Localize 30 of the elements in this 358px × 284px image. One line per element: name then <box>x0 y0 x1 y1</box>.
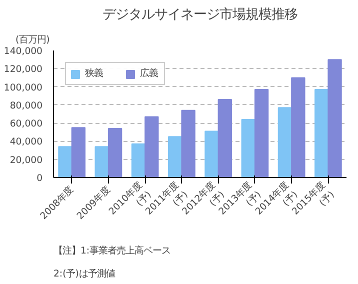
bar <box>144 116 159 178</box>
chart-title: デジタルサイネージ市場規模推移 <box>102 8 298 22</box>
y-tick-label: 100,000 <box>4 82 43 94</box>
bar <box>314 89 329 178</box>
text: 【注】1:事業者売上高ベース <box>54 246 171 256</box>
bar <box>71 127 86 178</box>
bar <box>58 146 72 178</box>
bar <box>108 128 122 178</box>
y-tick-label: 0 <box>36 173 43 184</box>
legend-label: 狭義 <box>85 67 104 80</box>
bar <box>204 130 219 178</box>
bar <box>94 146 109 178</box>
y-tick-label: 40,000 <box>10 136 43 148</box>
y-tick-label: 20,000 <box>10 154 43 166</box>
y-tick-label: 60,000 <box>10 118 43 130</box>
legend-label: 広義 <box>140 67 159 80</box>
bar <box>181 110 196 178</box>
bar <box>278 107 292 178</box>
bar <box>291 77 306 178</box>
y-tick-label: 140,000 <box>4 46 43 57</box>
bar <box>168 136 182 178</box>
y-tick-label: 120,000 <box>4 64 43 76</box>
y-axis-title: (百万円) <box>16 34 50 46</box>
bar <box>241 118 256 178</box>
bar <box>254 89 269 178</box>
bar <box>328 59 342 178</box>
text: 2:(予)は予測値 <box>54 268 115 280</box>
bar <box>218 98 232 178</box>
bar <box>131 143 146 178</box>
y-tick-label: 80,000 <box>10 100 43 112</box>
